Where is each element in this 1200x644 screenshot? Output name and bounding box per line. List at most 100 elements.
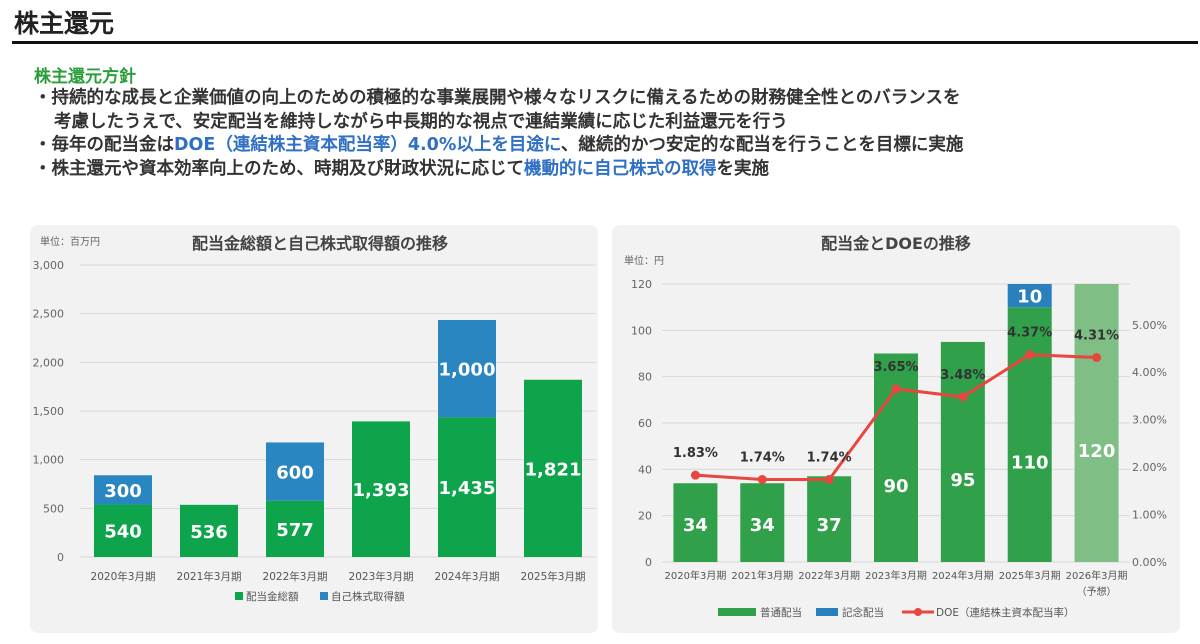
bar-value-label: 1,000 (439, 360, 496, 381)
chart-panel-dividend-doe: 配当金とDOEの推移単位：円 0 20 40 60 80 100 120 0.00% 1.00% 2… (612, 225, 1180, 633)
y2-tick-label: 1.00% (1132, 509, 1167, 522)
y-tick-label: 500 (43, 502, 64, 515)
doe-point (958, 392, 968, 402)
bar-value-label: 1,393 (353, 480, 410, 501)
legend-swatch (718, 608, 756, 616)
unit-label: 単位：円 (624, 254, 664, 267)
y2-tick-label: 4.00% (1132, 366, 1167, 379)
doe-label: 1.74% (807, 450, 852, 465)
bar-value-label: 90 (883, 476, 908, 497)
x-tick-label: 2024年3月期 (932, 569, 994, 582)
x-tick-label: 2020年3月期 (91, 570, 156, 583)
legend-label: DOE（連結株主資本配当率） (936, 606, 1074, 619)
bar-regular-dividend (807, 476, 852, 562)
bar-value-label: 536 (190, 522, 228, 543)
forecast-note: （予想） (1077, 585, 1117, 598)
bar-commemorative-dividend (1007, 284, 1052, 308)
doe-label: 4.37% (1007, 326, 1052, 341)
x-tick-label: 2022年3月期 (798, 569, 860, 582)
bullet-2-pre: ・毎年の配当金は (34, 135, 174, 155)
doe-label: 1.83% (673, 446, 718, 461)
bar-value-label: 1,435 (439, 478, 496, 499)
bar-value-label: 300 (104, 481, 142, 502)
doe-point (1025, 350, 1035, 360)
chart-title: 配当金総額と自己株式取得額の推移 (192, 234, 448, 253)
bar-regular-dividend (940, 341, 985, 562)
bar-value-label: 577 (276, 520, 314, 541)
y-tick-label: 3,000 (33, 259, 65, 272)
doe-point (824, 474, 834, 484)
bar-value-label: 110 (1011, 453, 1049, 474)
page-title: 株主還元 (14, 9, 115, 38)
x-tick-label: 2021年3月期 (731, 569, 793, 582)
y-tick-label: 60 (638, 417, 652, 430)
y-tick-label: 40 (638, 463, 652, 476)
legend-swatch (320, 592, 328, 600)
chart-title: 配当金とDOEの推移 (821, 234, 971, 253)
x-tick-label: 2020年3月期 (665, 569, 727, 582)
bullet-3: ・株主還元や資本効率向上のため、時期及び財政状況に応じて機動的に自己株式の取得を… (34, 158, 963, 182)
bullet-2-highlight: DOE（連結株主資本配当率）4.0%以上を目途に (174, 135, 561, 155)
x-tick-label: 2026年3月期 (1066, 569, 1128, 582)
doe-point (690, 470, 700, 480)
policy-heading: 株主還元方針 (34, 67, 136, 87)
x-tick-label: 2024年3月期 (435, 570, 500, 583)
bar-value-label: 1,821 (525, 459, 582, 480)
y-tick-label: 0 (57, 551, 64, 564)
bar-value-label: 600 (276, 463, 314, 484)
y2-tick-label: 0.00% (1132, 556, 1167, 569)
doe-label: 3.65% (873, 360, 918, 375)
bullet-2: ・毎年の配当金はDOE（連結株主資本配当率）4.0%以上を目途に、継続的かつ安定… (34, 134, 963, 158)
chart-payout-total: 配当金総額と自己株式取得額の推移 単位：百万円 0 500 1,000 1,500 2,00… (33, 234, 596, 603)
bullet-2-post: 、継続的かつ安定的な配当を行うことを目標に実施 (560, 135, 964, 155)
bullet-1-cont: 考慮したうえで、安定配当を維持しながら中長期的な視点で連結業績に応じた利益還元を… (54, 111, 788, 132)
bar-dividend (266, 500, 324, 557)
doe-label: 3.48% (940, 368, 985, 383)
legend-label: 普通配当 (760, 606, 802, 619)
bar-value-label: 34 (750, 515, 775, 536)
chart-panel-payout-total: 配当金総額と自己株式取得額の推移 単位：百万円 0 500 1,000 1,500 2,00… (30, 225, 598, 633)
doe-point (757, 474, 767, 484)
y-tick-label: 20 (638, 510, 652, 523)
x-tick-label: 2023年3月期 (865, 569, 927, 582)
unit-label: 単位：百万円 (40, 235, 100, 248)
bar-value-label: 120 (1078, 441, 1116, 462)
y-tick-label: 80 (638, 371, 652, 384)
y-tick-label: 2,000 (33, 356, 65, 369)
bar-value-label: 34 (683, 515, 708, 536)
bar-regular-dividend (673, 483, 718, 562)
legend-label: 自己株式取得額 (331, 590, 405, 603)
x-tick-label: 2022年3月期 (263, 570, 328, 583)
bar-buyback (266, 442, 324, 501)
doe-label: 4.31% (1074, 329, 1119, 344)
bar-dividend (94, 504, 152, 557)
x-tick-label: 2025年3月期 (999, 569, 1061, 582)
y-tick-label: 2,500 (33, 308, 65, 321)
legend-label: 記念配当 (842, 606, 884, 619)
y2-tick-label: 5.00% (1132, 319, 1167, 332)
bar-value-label: 37 (817, 515, 842, 536)
y-tick-label: 1,000 (33, 454, 65, 467)
doe-label: 1.74% (740, 450, 785, 465)
bullet-3-highlight: 機動的に自己株式の取得 (524, 158, 717, 179)
bar-dividend (524, 379, 582, 557)
bullet-1: ・持続的な成長と企業価値の向上のための積極的な事業展開や様々なリスクに備えるため… (34, 88, 961, 108)
x-tick-label: 2021年3月期 (177, 570, 242, 583)
bullet-3-post: を実施 (716, 158, 770, 179)
bar-regular-dividend (1074, 284, 1119, 562)
bar-value-label: 10 (1017, 287, 1042, 308)
bar-regular-dividend (1007, 307, 1052, 562)
bar-dividend (352, 421, 410, 557)
y-tick-label: 100 (631, 324, 652, 337)
y-tick-label: 0 (645, 556, 652, 569)
title-divider (12, 41, 1198, 44)
policy-bullets: ・持続的な成長と企業価値の向上のための積極的な事業展開や様々なリスクに備えるため… (34, 87, 963, 181)
bullet-3-pre: ・株主還元や資本効率向上のため、時期及び財政状況に応じて (34, 158, 524, 179)
bar-value-label: 95 (950, 470, 975, 491)
bar-buyback (438, 319, 496, 418)
bar-dividend (180, 504, 238, 557)
bar-dividend (438, 417, 496, 557)
y2-tick-label: 3.00% (1132, 414, 1167, 427)
doe-point (1092, 353, 1102, 363)
